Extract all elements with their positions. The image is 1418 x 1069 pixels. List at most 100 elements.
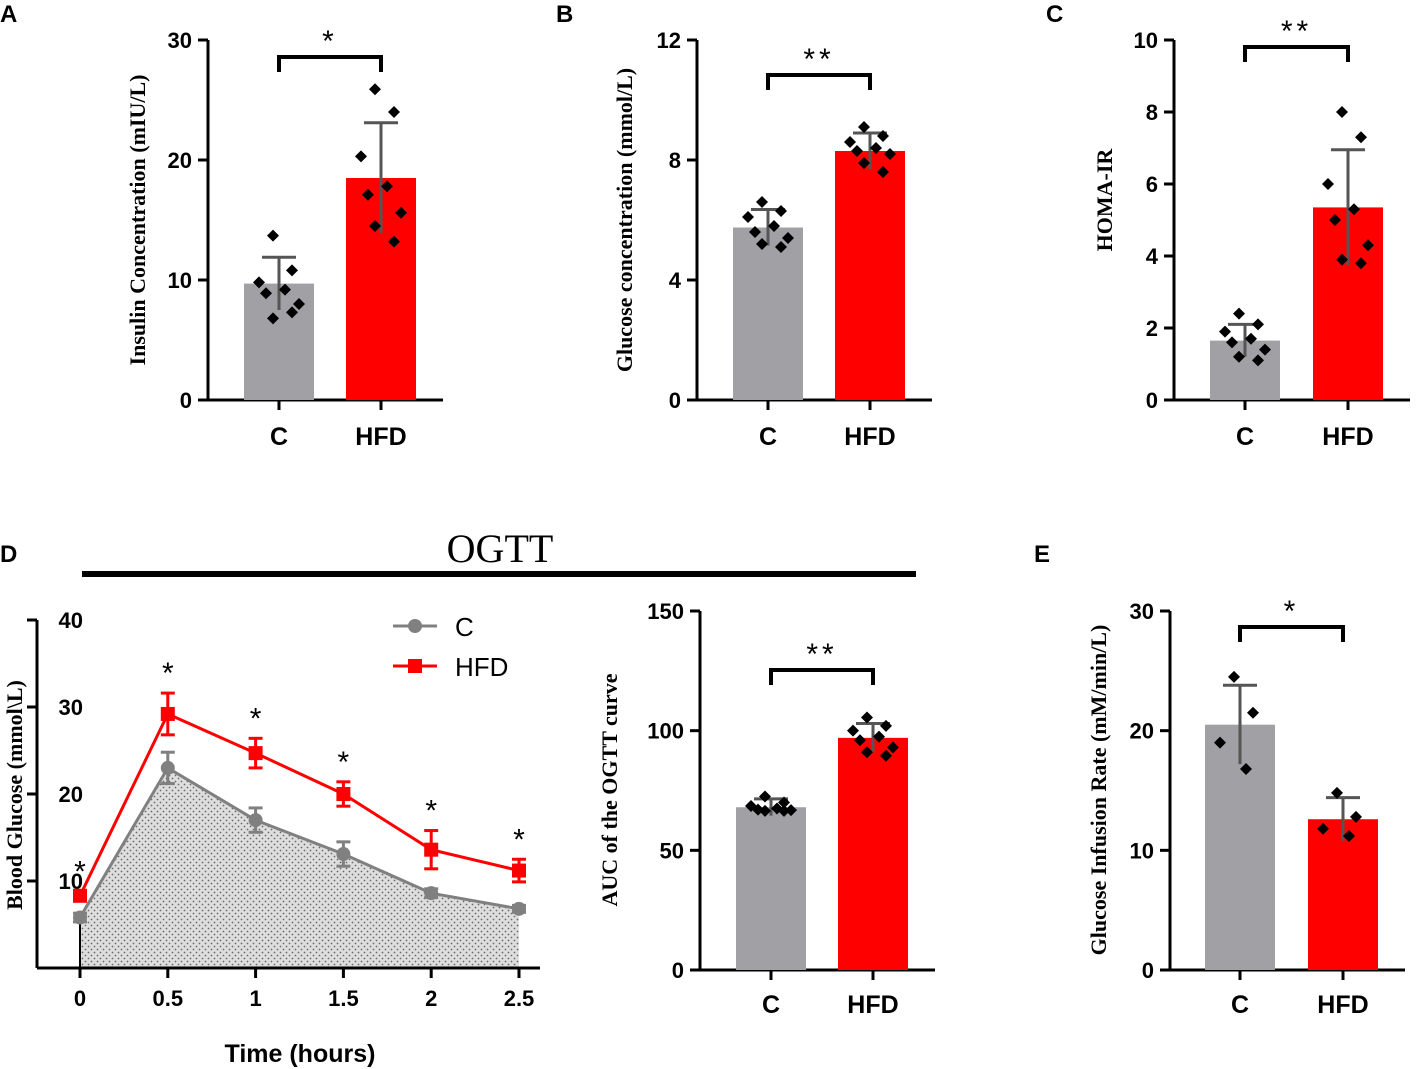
data-point-hfd [388,106,400,118]
significance-bracket [277,55,383,72]
y-axis-label: HOMA-IR [1092,148,1117,252]
data-point-hfd [381,180,393,193]
bar-c [1205,724,1275,970]
y-axis-label: Glucose Infusion Rate (mM/min/L) [1086,625,1111,956]
marker-hfd [424,842,439,857]
data-point-c [759,804,771,817]
data-point-hfd [369,220,381,232]
data-point-c [759,790,771,803]
data-point-c [1233,307,1245,320]
data-point-hfd [880,749,892,762]
significance-star: * [425,795,437,828]
y-tick-label: 10 [168,268,192,293]
significance-label: * [322,25,338,58]
legend-label-hfd: HFD [455,652,508,682]
marker-hfd [336,787,351,801]
data-point-c [782,232,794,244]
y-tick-label: 4 [1146,244,1159,269]
data-point-hfd [877,166,889,178]
data-point-hfd [884,148,896,160]
y-tick-label: 12 [657,28,681,53]
y-axis-label: Insulin Concentration (mIU/L) [125,75,150,366]
significance-label: ** [803,43,834,76]
panel-label-d: D [0,541,17,568]
x-tick-label: 2 [425,986,437,1011]
y-axis-label: AUC of the OGTT curve [597,673,622,906]
significance-bracket [769,668,875,685]
data-point-c [260,287,272,300]
panel-label-a: A [0,1,17,28]
y-tick-label: 4 [669,268,682,293]
y-axis-label: Glucose concentration (mmol/L) [612,68,637,372]
data-point-c [778,796,790,809]
data-point-hfd [1355,131,1367,144]
y-tick-label: 0 [1142,958,1154,983]
bar-hfd [838,737,908,970]
data-point-hfd [388,235,400,248]
bar-hfd [1308,819,1378,970]
data-point-c [1226,336,1238,349]
panel-d-auc-chart: 0 50 100 150 C HFD ** AUC of the OGTT curve [597,599,935,1019]
series-line-c [78,765,520,919]
series-line-hfd [78,711,520,897]
data-point-c [1228,670,1240,683]
y-tick-label: 20 [1130,719,1154,744]
significance-star: * [338,746,350,779]
data-point-hfd [395,206,407,219]
y-tick-label: 0 [1146,388,1158,413]
data-point-c [756,238,768,250]
data-point-c [1245,332,1257,345]
y-tick-label: 0 [672,958,684,983]
data-point-c [286,306,298,319]
significance-label: * [1284,595,1300,628]
y-tick-label: 40 [59,608,83,633]
y-tick-label: 0 [180,388,192,413]
marker-c [424,886,439,901]
category-label-hfd: HFD [844,423,895,451]
y-tick-label: 30 [59,695,83,720]
y-tick-label: 8 [669,148,681,173]
data-point-hfd [887,741,899,754]
data-point-hfd [873,730,885,743]
legend-label-c: C [455,612,474,642]
data-point-hfd [1336,106,1348,118]
data-point-c [286,264,298,277]
category-label-c: C [1231,991,1249,1019]
data-point-hfd [1329,214,1341,226]
data-point-c [1259,343,1271,356]
significance-star: * [513,823,525,856]
y-tick-label: 10 [1134,28,1158,53]
significance-bracket [1243,45,1350,62]
panel-b-glucose-chart: 0 4 8 12 C HFD ** Glucose concentration (mmol/L… [612,28,932,451]
data-point-c [778,804,790,817]
data-point-c [267,312,279,325]
data-point-c [1247,706,1259,719]
data-point-hfd [861,746,873,759]
data-point-hfd [870,142,882,154]
significance-star: * [74,855,86,888]
x-tick-label: 0.5 [153,986,184,1011]
marker-c [248,813,263,828]
data-point-hfd [1355,257,1367,270]
y-tick-label: 8 [1146,100,1158,125]
data-point-c [775,241,787,253]
data-point-hfd [1336,253,1348,266]
marker-hfd [512,863,526,878]
data-point-c [1240,762,1252,775]
bar-c [733,227,803,400]
data-point-hfd [844,136,856,148]
data-point-c [756,196,768,208]
legend-marker-c [408,619,422,633]
marker-c [160,760,175,775]
panel-label-c: C [1046,1,1063,28]
ogtt-title: OGTT [447,526,554,571]
panel-label-b: B [556,1,573,28]
data-point-c [279,283,291,296]
data-point-c [775,205,787,217]
y-tick-label: 100 [647,719,684,744]
x-axis-label: Time (hours) [225,1040,376,1068]
data-point-hfd [355,150,367,163]
category-label-c: C [759,423,777,451]
